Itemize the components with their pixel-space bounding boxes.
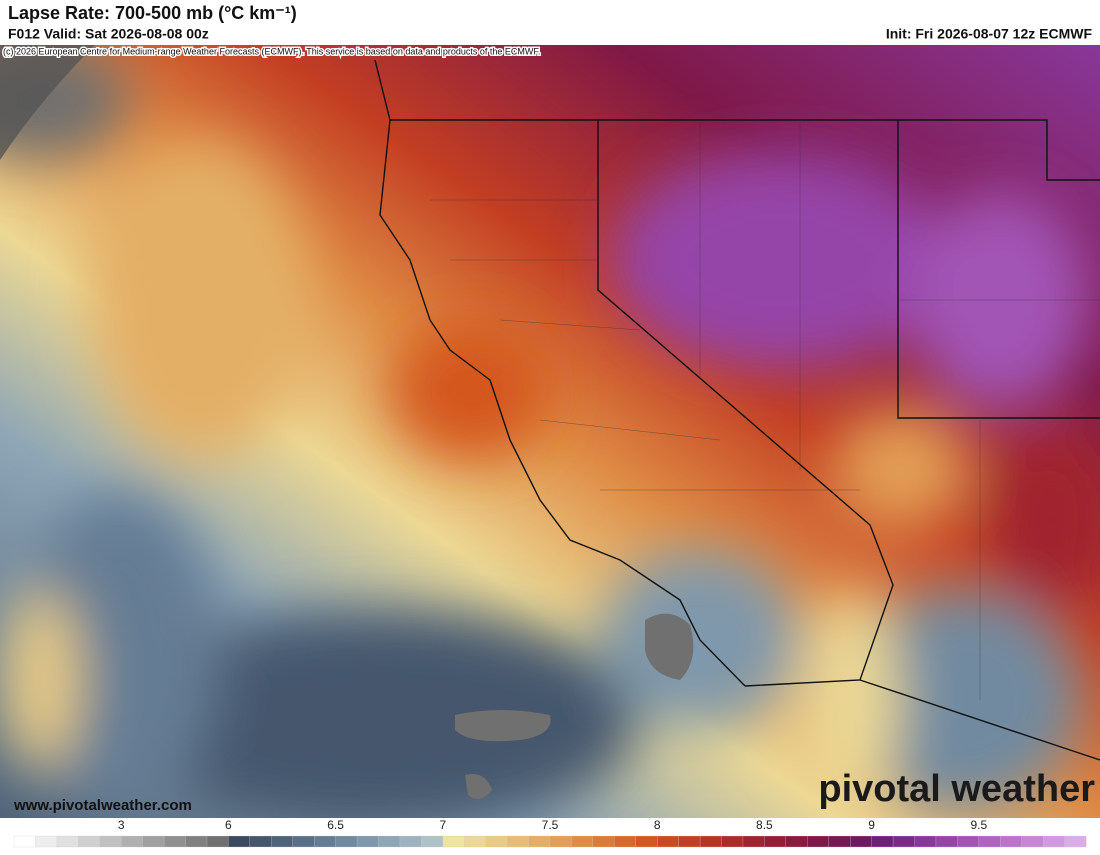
colorbar-swatch	[871, 835, 894, 848]
colorbar-swatch	[335, 835, 358, 848]
colorbar-swatch	[1042, 835, 1066, 848]
colorbar-swatch	[292, 835, 315, 848]
colorbar-swatch	[957, 835, 980, 848]
colorbar-swatch	[892, 835, 915, 848]
colorbar-label: 8	[654, 818, 661, 832]
colorbar-swatch	[121, 835, 144, 848]
colorbar-swatch	[935, 835, 958, 848]
colorbar-swatch	[356, 835, 379, 848]
colorbar-swatch	[592, 835, 615, 848]
colorbar-swatch	[185, 835, 208, 848]
colorbar-swatch	[571, 835, 594, 848]
colorbar-swatch	[635, 835, 658, 848]
colorbar-swatch	[421, 835, 444, 848]
map: (c) 2026 European Centre for Medium-rang…	[0, 45, 1100, 818]
colorbar-swatch	[485, 835, 508, 848]
colorbar-label: 3	[118, 818, 125, 832]
colorbar-swatch	[464, 835, 487, 848]
credit: (c) 2026 European Centre for Medium-rang…	[3, 46, 540, 56]
colorbar-swatch	[528, 835, 551, 848]
colorbar-label: 9	[868, 818, 875, 832]
colorbar-swatch	[914, 835, 937, 848]
colorbar-swatch	[614, 835, 637, 848]
init-time: Init: Fri 2026-08-07 12z ECMWF	[886, 26, 1093, 42]
colorbar-swatch	[785, 835, 808, 848]
colorbar-label: 9.5	[970, 818, 987, 832]
colorbar-swatch	[399, 835, 422, 848]
colorbar-swatch	[978, 835, 1001, 848]
colorbar-swatch	[228, 835, 251, 848]
colorbar-swatch	[506, 835, 530, 848]
colorbar: 3 6 6.5 7 7.5 8 8.5 9 9.5	[13, 818, 1087, 848]
colorbar-swatch	[764, 835, 787, 848]
colorbar-swatch	[678, 835, 701, 848]
title: Lapse Rate: 700-500 mb (°C km⁻¹)	[8, 3, 297, 23]
colorbar-swatch	[1021, 835, 1044, 848]
colorbar-label: 6	[225, 818, 232, 832]
colorbar-swatch	[1064, 835, 1087, 848]
colorbar-swatch	[721, 835, 744, 848]
colorbar-swatch	[206, 835, 229, 848]
colorbar-swatch	[249, 835, 272, 848]
colorbar-swatch	[699, 835, 722, 848]
colorbar-swatch	[78, 835, 101, 848]
colorbar-label: 7	[439, 818, 446, 832]
colorbar-swatch	[56, 835, 79, 848]
colorbar-label: 7.5	[542, 818, 559, 832]
colorbar-label: 8.5	[756, 818, 773, 832]
colorbar-swatch	[657, 835, 680, 848]
colorbar-swatch	[828, 835, 851, 848]
colorbar-swatch	[442, 835, 465, 848]
colorbar-swatch	[142, 835, 165, 848]
colorbar-swatch	[271, 835, 294, 848]
colorbar-swatch	[13, 835, 36, 848]
website: www.pivotalweather.com	[13, 797, 192, 814]
valid-time: F012 Valid: Sat 2026-08-08 00z	[8, 26, 209, 42]
colorbar-swatch	[1000, 835, 1023, 848]
colorbar-swatch	[807, 835, 830, 848]
logo: pivotal weather	[818, 768, 1095, 810]
colorbar-swatch	[549, 835, 572, 848]
colorbar-swatch	[163, 835, 186, 848]
colorbar-swatch	[742, 835, 765, 848]
colorbar-label: 6.5	[327, 818, 344, 832]
colorbar-swatch	[99, 835, 122, 848]
colorbar-swatch	[850, 835, 873, 848]
colorbar-swatch	[314, 835, 337, 848]
colorbar-swatch	[378, 835, 401, 848]
colorbar-swatch	[35, 835, 58, 848]
